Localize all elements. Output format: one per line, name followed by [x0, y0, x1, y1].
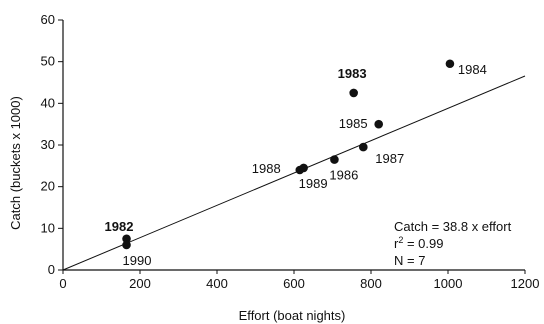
- point-label: 1986: [329, 168, 358, 183]
- data-point: [359, 142, 368, 152]
- x-tick-label: 600: [283, 276, 305, 291]
- point-label: 1990: [123, 253, 152, 268]
- y-axis-label: Catch (buckets x 1000): [8, 96, 23, 230]
- r-symbol: r: [394, 236, 399, 251]
- data-point: [122, 240, 131, 250]
- data-point: [299, 163, 308, 173]
- point-label: 1985: [339, 116, 368, 131]
- r-squared-value: = 0.99: [403, 236, 443, 251]
- y-tick-label: 10: [41, 220, 55, 235]
- x-tick-label: 200: [129, 276, 151, 291]
- point-label: 1983: [338, 66, 367, 81]
- data-point: [445, 59, 455, 69]
- x-tick-label: 1000: [434, 276, 463, 291]
- y-tick-label: 40: [41, 95, 55, 110]
- y-tick-label: 60: [41, 12, 55, 27]
- equation-line-3: N = 7: [394, 253, 425, 268]
- point-label: 1988: [252, 161, 281, 176]
- point-labels: 1982 1983 1984 1985 1986 1987 1988 1989 1990: [105, 62, 487, 268]
- r-superscript: 2: [398, 235, 403, 245]
- point-label: 1989: [299, 176, 328, 191]
- y-tick-label: 50: [41, 54, 55, 69]
- y-tick-label: 20: [41, 179, 55, 194]
- data-points: [122, 59, 455, 250]
- point-label: 1982: [105, 219, 134, 234]
- data-point: [349, 88, 358, 98]
- x-tick-label: 0: [59, 276, 66, 291]
- equation-line-1: Catch = 38.8 x effort: [394, 219, 512, 234]
- equation-line-2: r2 = 0.99: [394, 235, 443, 251]
- data-point: [374, 119, 384, 129]
- data-point: [122, 234, 131, 244]
- equation-annotation: Catch = 38.8 x effort r2 = 0.99 N = 7: [394, 219, 512, 268]
- y-tick-label: 30: [41, 137, 55, 152]
- point-label: 1984: [458, 62, 487, 77]
- data-point: [330, 155, 339, 164]
- x-tick-label: 400: [206, 276, 228, 291]
- regression-line: [62, 75, 526, 271]
- x-tick-label: 800: [360, 276, 382, 291]
- x-tick-label: 1200: [511, 276, 540, 291]
- ticks: 0 200 400 600 800 1000 1200 0 10 20 30 40 50 60: [41, 12, 540, 291]
- x-axis-label: Effort (boat nights): [239, 308, 346, 323]
- y-tick-label: 0: [48, 262, 55, 277]
- point-label: 1987: [375, 151, 404, 166]
